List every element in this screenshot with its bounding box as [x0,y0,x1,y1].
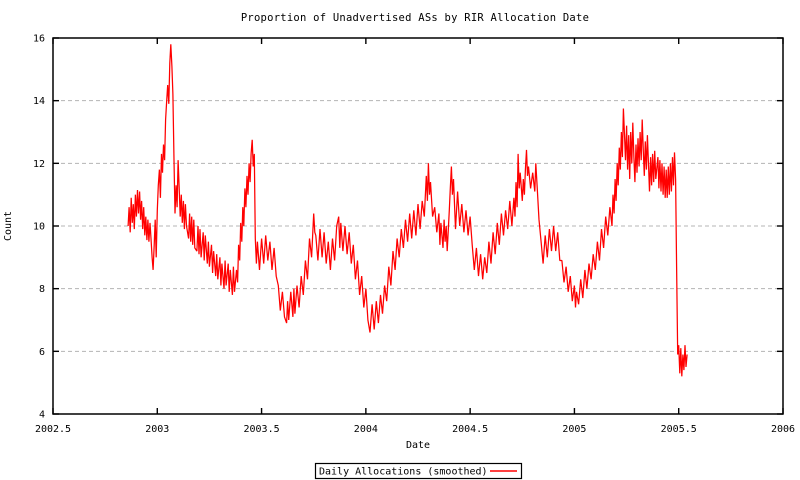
x-tick-label: 2004.5 [452,424,488,435]
gridlines [54,100,782,352]
x-tick-label: 2005.5 [661,424,697,435]
plot-border [52,37,784,415]
y-tick-label: 12 [33,159,45,170]
x-tick-label: 2005 [562,424,586,435]
x-tick-label: 2004 [354,424,378,435]
y-tick-label: 8 [39,284,45,295]
legend: Daily Allocations (smoothed) [314,462,523,480]
y-tick-label: 10 [33,222,45,233]
y-tick-label: 14 [33,96,45,107]
x-axis-label: Date [406,440,430,451]
x-tick-label: 2003 [145,424,169,435]
chart-title: Proportion of Unadvertised ASs by RIR Al… [241,12,589,24]
x-tick-label: 2003.5 [244,424,280,435]
y-axis-label: Count [3,211,14,241]
y-tick-label: 16 [33,34,45,45]
y-tick-label: 4 [39,410,45,421]
y-tick-label: 6 [39,347,45,358]
x-tick-label: 2006 [771,424,795,435]
legend-label: Daily Allocations (smoothed) [319,467,488,478]
series-line [127,44,688,377]
legend-box [314,462,523,480]
x-tick-label: 2002.5 [35,424,71,435]
tick-labels: 2002.5 2003 2003.5 2004 2004.5 2005 2005.5 2006… [33,34,795,436]
